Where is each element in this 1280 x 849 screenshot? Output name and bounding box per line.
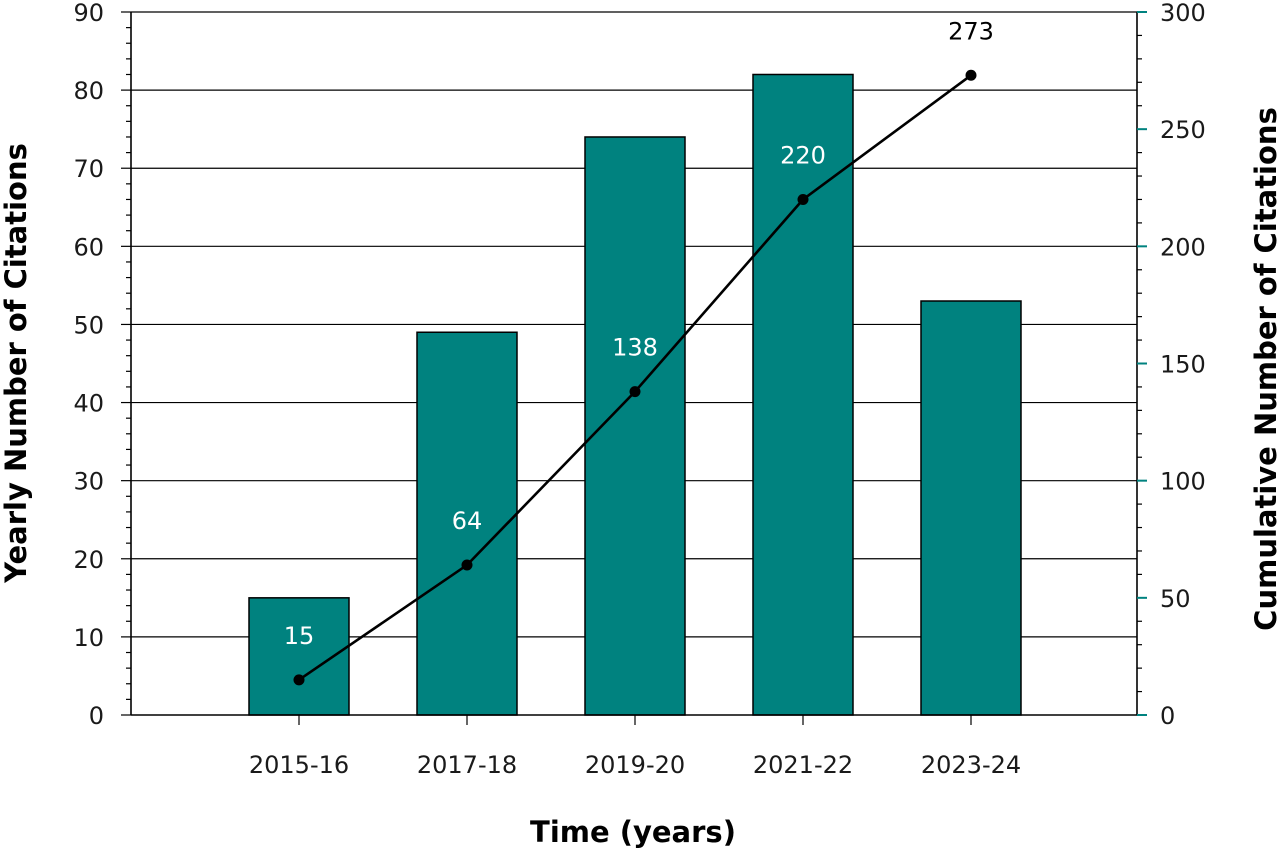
y-tick-label: 30 bbox=[73, 468, 104, 496]
bar bbox=[752, 73, 854, 716]
y-tick-label: 80 bbox=[73, 77, 104, 105]
cumulative-line-series: 15 64 138 220 273 bbox=[284, 17, 994, 686]
line-data-label: 138 bbox=[612, 334, 658, 362]
y-tick-label: 40 bbox=[73, 390, 104, 418]
line-point bbox=[965, 69, 977, 81]
x-tick-label: 2015-16 bbox=[249, 751, 349, 779]
axis-titles: Time (years) Yearly Number of Citations … bbox=[0, 107, 1280, 849]
x-tick-label: 2019-20 bbox=[585, 751, 685, 779]
y2-tick-label: 200 bbox=[1160, 233, 1206, 261]
x-tick-label: 2017-18 bbox=[417, 751, 517, 779]
y-tick-label: 60 bbox=[73, 233, 104, 261]
y2-tick-label: 100 bbox=[1160, 468, 1206, 496]
y-axis-title: Yearly Number of Citations bbox=[0, 143, 33, 584]
line-point bbox=[293, 674, 305, 686]
bar bbox=[920, 300, 1022, 716]
line-data-label: 15 bbox=[284, 622, 315, 650]
line-point bbox=[461, 559, 473, 571]
y2-tick-label: 50 bbox=[1160, 585, 1191, 613]
y-tick-label: 10 bbox=[73, 624, 104, 652]
y-tick-label: 0 bbox=[89, 702, 104, 730]
line-point bbox=[629, 386, 641, 398]
y2-tick-label: 0 bbox=[1160, 702, 1175, 730]
y-tick-label: 70 bbox=[73, 155, 104, 183]
y-tick-label: 50 bbox=[73, 311, 104, 339]
line-data-label: 220 bbox=[780, 141, 826, 169]
x-axis-title: Time (years) bbox=[530, 815, 736, 849]
x-tick-label: 2021-22 bbox=[753, 751, 853, 779]
y2-tick-label: 150 bbox=[1160, 351, 1206, 379]
axes bbox=[121, 11, 1147, 725]
y2-tick-label: 250 bbox=[1160, 116, 1206, 144]
y-tick-label: 20 bbox=[73, 546, 104, 574]
tick-labels: 0 10 20 30 40 50 60 70 80 90 0 50 100 150 200 250 300 201… bbox=[73, 0, 1205, 779]
x-tick-label: 2023-24 bbox=[921, 751, 1021, 779]
line-data-label: 64 bbox=[452, 507, 483, 535]
y-tick-label: 90 bbox=[73, 0, 104, 27]
y2-tick-label: 300 bbox=[1160, 0, 1206, 27]
line-data-label: 273 bbox=[948, 17, 994, 45]
line-point bbox=[797, 193, 809, 205]
y2-axis-title: Cumulative Number of Citations bbox=[1249, 107, 1280, 631]
